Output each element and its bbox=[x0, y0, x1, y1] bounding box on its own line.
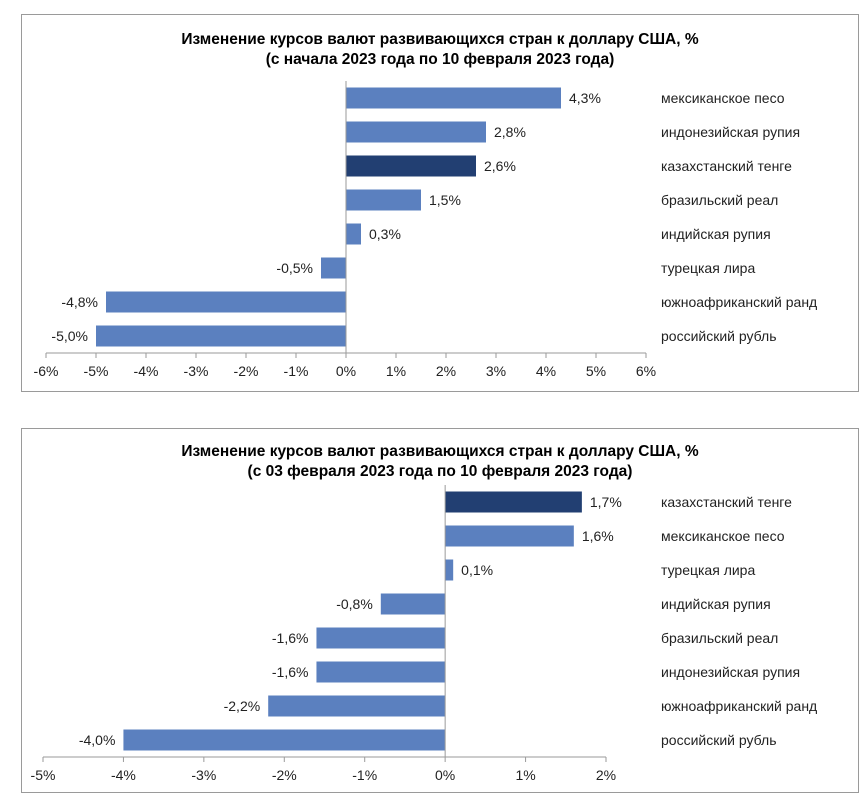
chart-title-ytd: Изменение курсов валют развивающихся стр… bbox=[22, 30, 858, 70]
x-tick-label-6: 1% bbox=[515, 767, 535, 783]
x-tick-label-4: -2% bbox=[234, 363, 259, 379]
bar-3 bbox=[380, 593, 446, 615]
x-tick-label-9: 3% bbox=[486, 363, 506, 379]
category-label-2: казахстанский тенге bbox=[661, 158, 792, 174]
category-label-5: турецкая лира bbox=[661, 260, 755, 276]
x-tick-label-10: 4% bbox=[536, 363, 556, 379]
category-label-0: казахстанский тенге bbox=[661, 494, 792, 510]
bar-chart-ytd: 4,3% мексиканское песо 2,8% индонезийская р… bbox=[34, 81, 817, 379]
data-label-4: -1,6% bbox=[272, 630, 309, 646]
chart-title-week: Изменение курсов валют развивающихся стр… bbox=[22, 442, 858, 482]
category-label-4: бразильский реал bbox=[661, 630, 778, 646]
category-label-5: индонезийская рупия bbox=[661, 664, 800, 680]
bar-3 bbox=[346, 189, 421, 211]
x-tick-label-12: 6% bbox=[636, 363, 656, 379]
x-tick-label-11: 5% bbox=[586, 363, 606, 379]
bar-7 bbox=[123, 729, 446, 751]
bar-2 bbox=[346, 155, 476, 177]
bar-5 bbox=[321, 257, 346, 279]
bar-1 bbox=[346, 121, 486, 143]
data-label-5: -0,5% bbox=[276, 260, 313, 276]
category-label-6: южноафриканский ранд bbox=[661, 698, 817, 714]
chart-panel-week: Изменение курсов валют развивающихся стр… bbox=[21, 428, 859, 793]
data-label-3: 1,5% bbox=[429, 192, 461, 208]
category-label-3: индийская рупия bbox=[661, 596, 771, 612]
data-label-3: -0,8% bbox=[336, 596, 373, 612]
data-label-4: 0,3% bbox=[369, 226, 401, 242]
x-tick-label-6: 0% bbox=[336, 363, 356, 379]
category-label-4: индийская рупия bbox=[661, 226, 771, 242]
category-label-1: индонезийская рупия bbox=[661, 124, 800, 140]
chart-subtitle-line: (с начала 2023 года по 10 февраля 2023 г… bbox=[265, 51, 615, 68]
data-label-1: 1,6% bbox=[582, 528, 614, 544]
category-label-3: бразильский реал bbox=[661, 192, 778, 208]
data-label-6: -2,2% bbox=[224, 698, 261, 714]
x-tick-label-1: -4% bbox=[111, 767, 136, 783]
data-label-7: -4,0% bbox=[79, 732, 116, 748]
data-label-1: 2,8% bbox=[494, 124, 526, 140]
bar-4 bbox=[346, 223, 361, 245]
bar-5 bbox=[316, 661, 446, 683]
x-tick-label-8: 2% bbox=[436, 363, 456, 379]
bar-6 bbox=[268, 695, 446, 717]
data-label-0: 1,7% bbox=[590, 494, 622, 510]
x-tick-label-2: -4% bbox=[134, 363, 159, 379]
chart-panel-ytd: Изменение курсов валют развивающихся стр… bbox=[21, 14, 859, 392]
data-label-2: 0,1% bbox=[461, 562, 493, 578]
x-tick-label-4: -1% bbox=[352, 767, 377, 783]
x-tick-label-7: 1% bbox=[386, 363, 406, 379]
x-tick-label-3: -2% bbox=[272, 767, 297, 783]
x-tick-label-2: -3% bbox=[191, 767, 216, 783]
x-tick-label-5: -1% bbox=[284, 363, 309, 379]
data-label-7: -5,0% bbox=[51, 328, 88, 344]
category-label-2: турецкая лира bbox=[661, 562, 755, 578]
data-label-0: 4,3% bbox=[569, 90, 601, 106]
category-label-1: мексиканское песо bbox=[661, 528, 785, 544]
category-label-7: российский рубль bbox=[661, 328, 777, 344]
x-tick-label-0: -5% bbox=[31, 767, 56, 783]
chart-subtitle-line: (с 03 февраля 2023 года по 10 февраля 20… bbox=[247, 463, 633, 480]
category-label-7: российский рубль bbox=[661, 732, 777, 748]
bar-0 bbox=[445, 491, 582, 513]
bar-4 bbox=[316, 627, 446, 649]
bar-7 bbox=[96, 325, 346, 347]
bar-2 bbox=[445, 559, 454, 581]
x-tick-label-1: -5% bbox=[84, 363, 109, 379]
category-label-0: мексиканское песо bbox=[661, 90, 785, 106]
bar-1 bbox=[445, 525, 574, 547]
x-tick-label-7: 2% bbox=[596, 767, 616, 783]
bar-0 bbox=[346, 87, 561, 109]
chart-title-line: Изменение курсов валют развивающихся стр… bbox=[181, 443, 699, 460]
category-label-6: южноафриканский ранд bbox=[661, 294, 817, 310]
data-label-5: -1,6% bbox=[272, 664, 309, 680]
x-tick-label-0: -6% bbox=[34, 363, 59, 379]
bar-chart-week: 1,7% казахстанский тенге 1,6% мексиканское … bbox=[31, 485, 817, 783]
chart-title-line: Изменение курсов валют развивающихся стр… bbox=[181, 31, 699, 48]
bar-6 bbox=[106, 291, 346, 313]
x-tick-label-3: -3% bbox=[184, 363, 209, 379]
data-label-6: -4,8% bbox=[61, 294, 98, 310]
data-label-2: 2,6% bbox=[484, 158, 516, 174]
x-tick-label-5: 0% bbox=[435, 767, 455, 783]
